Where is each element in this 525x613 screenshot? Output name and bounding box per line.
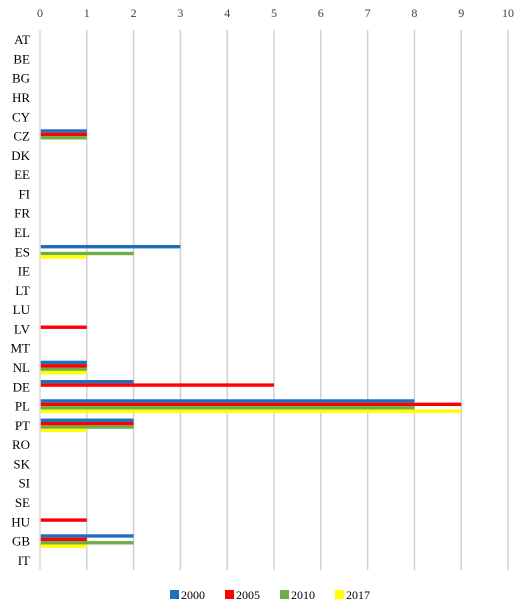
category-label: BE	[13, 51, 30, 66]
category-label: HU	[11, 514, 30, 529]
bar-2000-CZ	[40, 129, 87, 133]
category-label: EE	[14, 167, 30, 182]
category-label: HR	[12, 90, 30, 105]
bar-2010-NL	[40, 367, 87, 371]
category-label: RO	[12, 437, 30, 452]
category-label: GB	[12, 534, 30, 549]
bars	[40, 129, 462, 548]
x-tick-label: 1	[84, 6, 90, 20]
category-label: AT	[14, 32, 30, 47]
legend-label: 2005	[236, 588, 260, 602]
x-tick-label: 4	[224, 6, 230, 20]
category-label: IE	[18, 264, 30, 279]
category-label: NL	[13, 360, 30, 375]
category-label: DE	[13, 379, 30, 394]
category-label: CZ	[13, 129, 30, 144]
bar-2000-GB	[40, 534, 134, 538]
category-label: EL	[14, 225, 30, 240]
bar-2000-DE	[40, 379, 134, 384]
category-label: IT	[18, 553, 30, 568]
category-label: LU	[13, 302, 31, 317]
bar-2017-NL	[40, 370, 87, 375]
x-tick-label: 7	[365, 6, 371, 20]
bar-2005-PT	[40, 421, 134, 426]
category-label: SK	[13, 456, 30, 471]
bar-2005-DE	[40, 383, 274, 387]
category-label: LT	[15, 283, 30, 298]
category-label: CY	[12, 109, 31, 124]
bar-2017-PL	[40, 409, 462, 413]
legend-swatch-2017	[335, 590, 344, 599]
bar-2000-ES	[40, 244, 181, 249]
legend-swatch-2000	[170, 590, 179, 599]
bar-2010-CZ	[40, 136, 87, 140]
legend-swatch-2005	[225, 590, 234, 599]
legend-label: 2000	[181, 588, 205, 602]
category-label: SE	[15, 495, 30, 510]
category-label: BG	[12, 71, 30, 86]
bar-2017-PT	[40, 428, 87, 433]
x-tick-label: 2	[131, 6, 137, 20]
category-label: LV	[14, 321, 31, 336]
category-label: FR	[14, 206, 30, 221]
legend-label: 2017	[346, 588, 370, 602]
bar-2005-GB	[40, 537, 87, 542]
x-tick-label: 10	[502, 6, 514, 20]
gridlines	[86, 30, 509, 570]
x-tick-labels: 0 1 2 3 4 5 6 7 8 9 10	[37, 6, 514, 20]
x-tick-label: 6	[318, 6, 324, 20]
category-label: DK	[11, 148, 30, 163]
legend-swatch-2010	[280, 590, 289, 599]
bar-2005-PL	[40, 402, 462, 407]
bar-2010-PL	[40, 406, 415, 410]
category-label: SI	[18, 476, 30, 491]
x-tick-label: 5	[271, 6, 277, 20]
x-tick-label: 0	[37, 6, 43, 20]
x-tick-label: 8	[411, 6, 417, 20]
bar-2000-PL	[40, 399, 415, 403]
bar-2010-PT	[40, 425, 134, 429]
bar-2000-PT	[40, 418, 134, 422]
bar-2005-HU	[40, 518, 87, 522]
bar-2005-NL	[40, 364, 87, 368]
category-labels: AT BE BG HR CY CZ DK EE FI FR EL ES IE LT LU LV MT NL DE PL…	[11, 32, 31, 568]
bar-2010-ES	[40, 251, 134, 256]
category-label: MT	[11, 341, 31, 356]
category-label: FI	[18, 186, 30, 201]
bar-2010-GB	[40, 541, 134, 545]
category-label: PL	[15, 399, 30, 414]
legend: 2000 2005 2010 2017	[170, 588, 370, 602]
legend-label: 2010	[291, 588, 315, 602]
bar-2017-GB	[40, 544, 87, 548]
bar-2017-ES	[40, 255, 87, 259]
x-tick-label: 3	[177, 6, 183, 20]
bar-2005-LV	[40, 325, 87, 329]
bar-2005-CZ	[40, 132, 87, 137]
bar-2000-NL	[40, 360, 87, 365]
x-tick-label: 9	[458, 6, 464, 20]
category-label: PT	[15, 418, 30, 433]
category-label: ES	[15, 244, 30, 259]
